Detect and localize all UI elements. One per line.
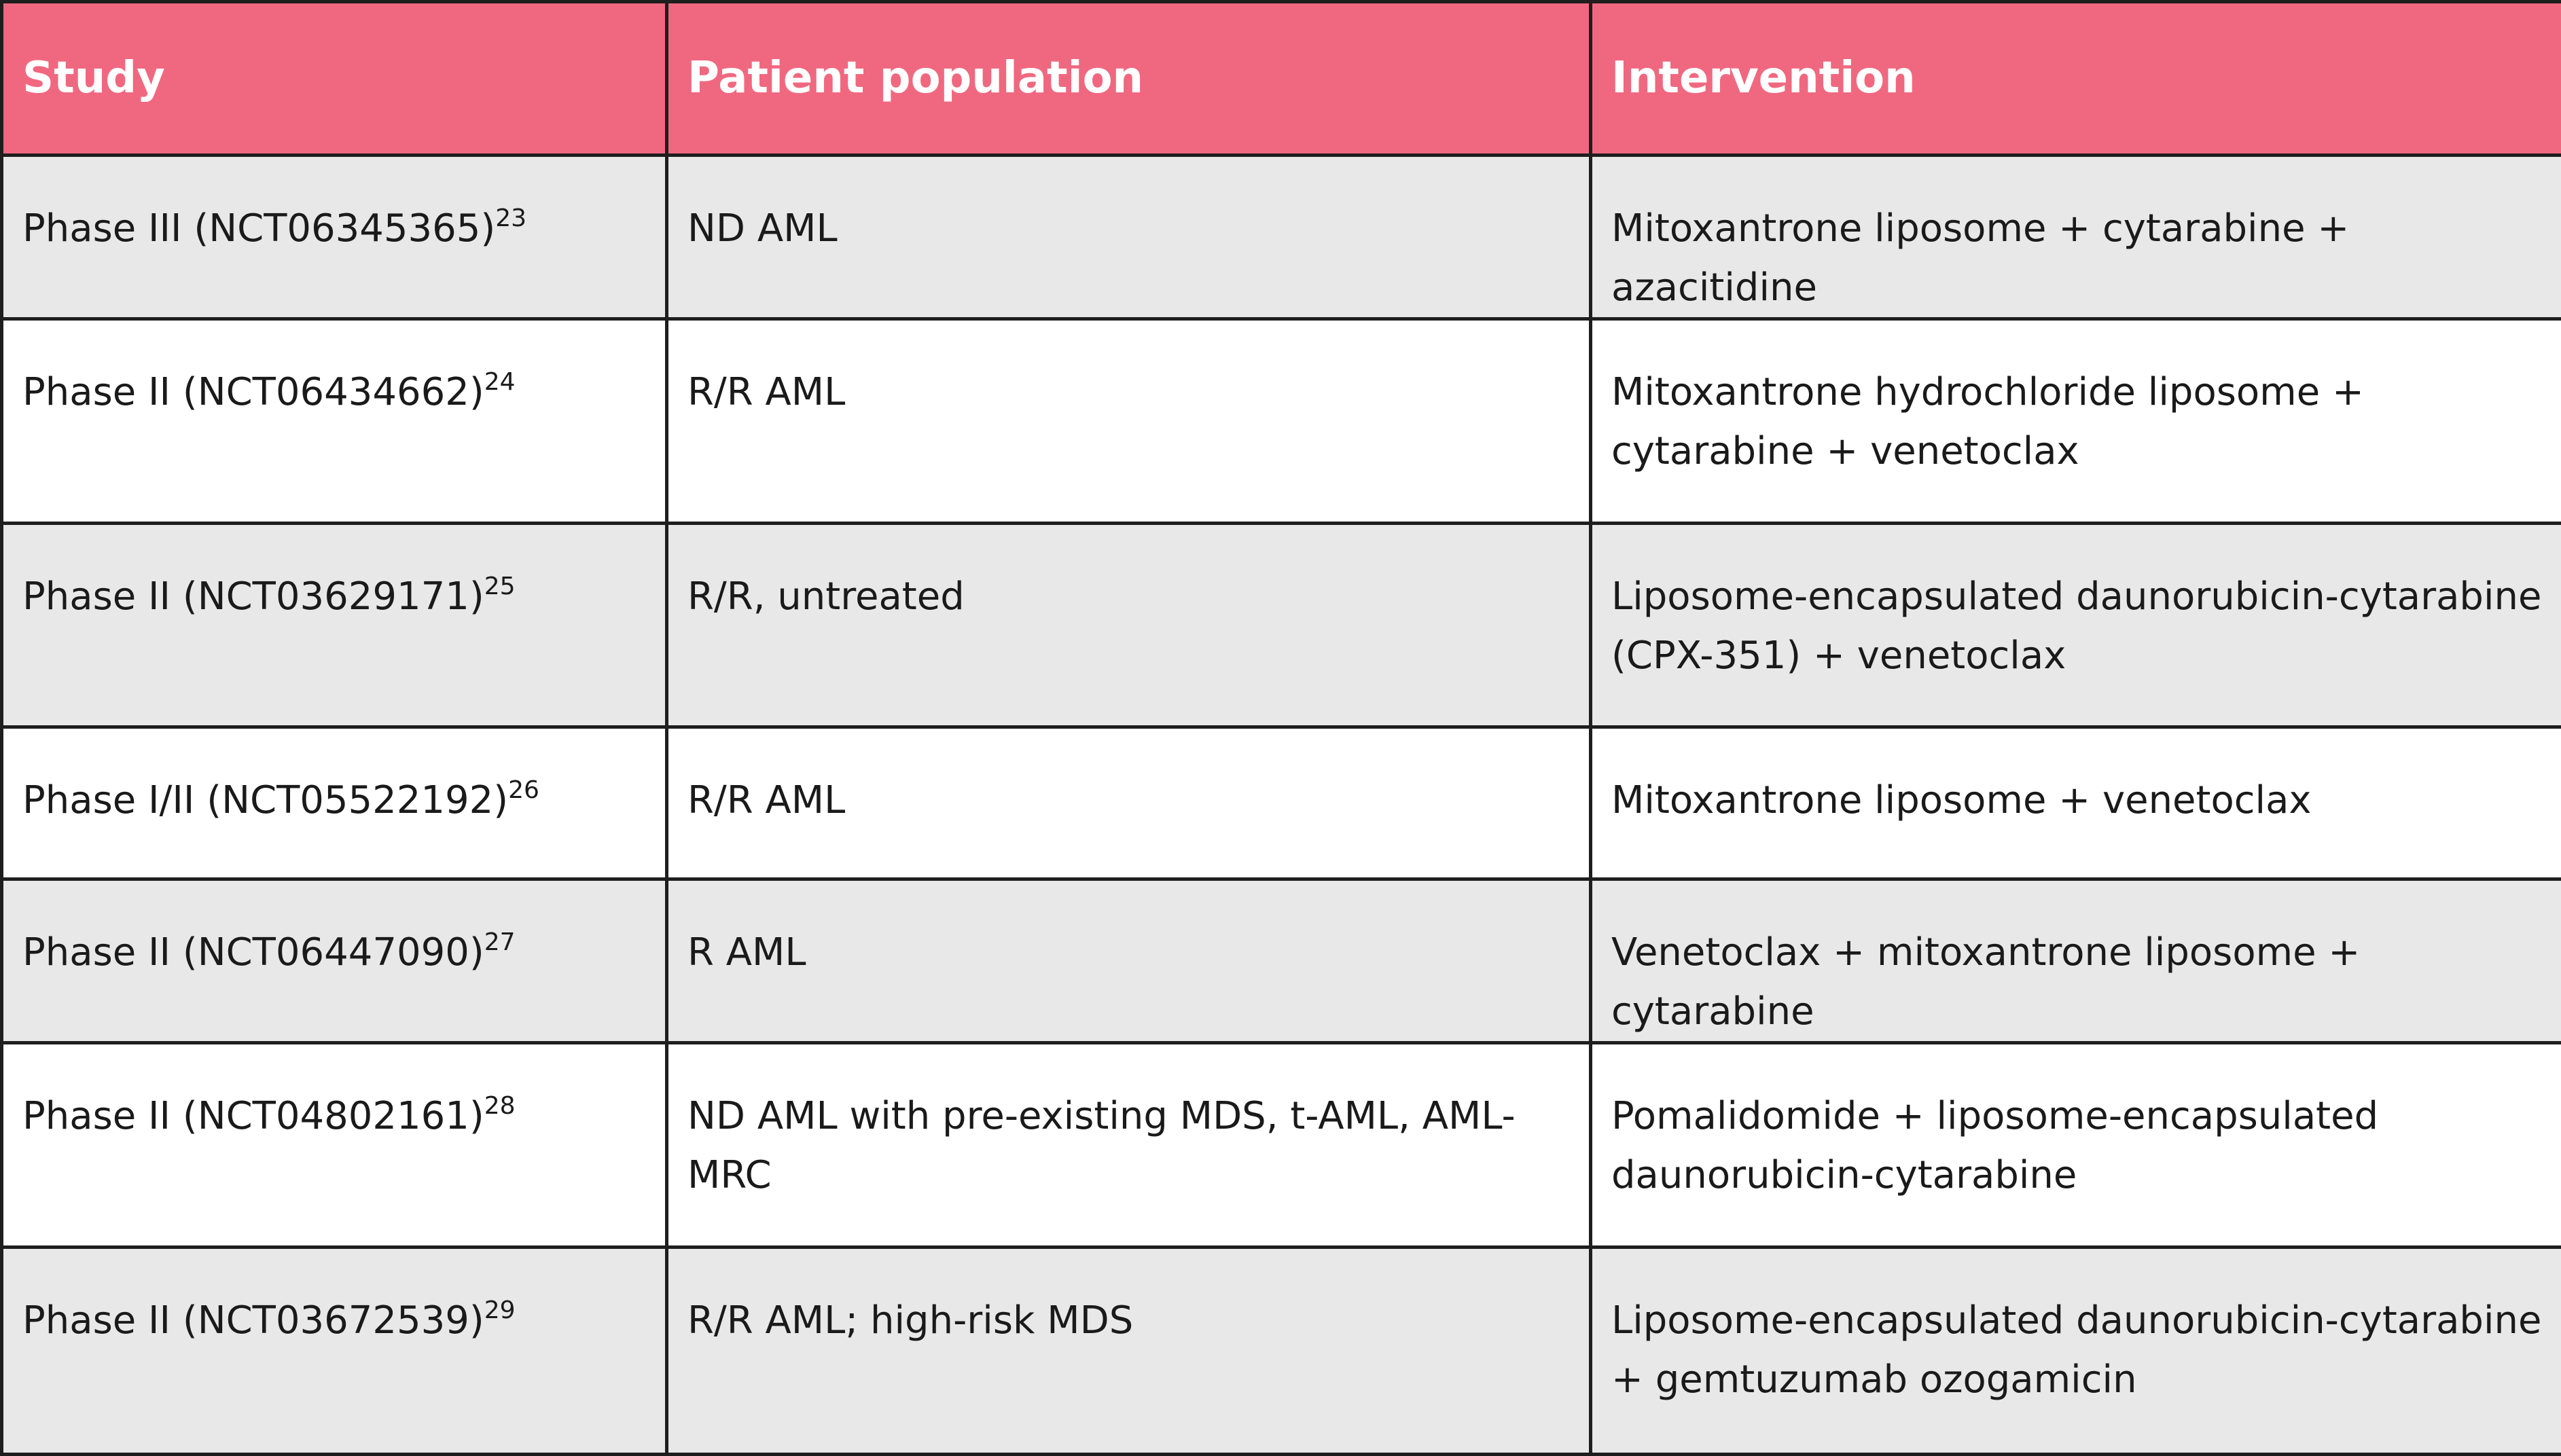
study-cell: Phase I/II (NCT05522192)26 — [2, 727, 667, 879]
study-cell: Phase II (NCT03672539)29 — [2, 1248, 667, 1455]
study-name: Phase I/II (NCT05522192) — [22, 778, 508, 822]
population-cell: R/R AML — [667, 319, 1591, 524]
header-cell: Intervention — [1591, 2, 2561, 156]
study-cell: Phase III (NCT06345365)23 — [2, 156, 667, 319]
study-name: Phase II (NCT03629171) — [22, 575, 484, 619]
study-cell: Phase II (NCT06447090)27 — [2, 879, 667, 1043]
study-name: Phase II (NCT03672539) — [22, 1298, 484, 1343]
population-cell: R/R AML — [667, 727, 1591, 879]
intervention-cell: Liposome-encapsulated daunorubicin-cytar… — [1591, 1248, 2561, 1455]
reference: 29 — [484, 1296, 516, 1324]
population-cell: R/R, untreated — [667, 524, 1591, 727]
intervention-cell: Mitoxantrone hydrochloride liposome + cy… — [1591, 319, 2561, 524]
reference: 25 — [484, 572, 516, 600]
reference: 26 — [508, 776, 539, 804]
reference: 23 — [495, 204, 526, 232]
population-cell: ND AML with pre-existing MDS, t-AML, AML… — [667, 1043, 1591, 1248]
study-name: Phase II (NCT04802161) — [22, 1094, 484, 1138]
study-cell: Phase II (NCT04802161)28 — [2, 1043, 667, 1248]
reference: 27 — [484, 928, 516, 956]
intervention-cell: Venetoclax + mitoxantrone liposome + cyt… — [1591, 879, 2561, 1043]
intervention-cell: Mitoxantrone liposome + cytarabine + aza… — [1591, 156, 2561, 319]
intervention-cell: Pomalidomide + liposome-encapsulated dau… — [1591, 1043, 2561, 1248]
study-name: Phase II (NCT06447090) — [22, 930, 484, 975]
study-cell: Phase II (NCT03629171)25 — [2, 524, 667, 727]
study-name: Phase II (NCT06434662) — [22, 370, 484, 414]
intervention-cell: Mitoxantrone liposome + venetoclax — [1591, 727, 2561, 879]
header-cell: Patient population — [667, 2, 1591, 156]
study-name: Phase III (NCT06345365) — [22, 206, 495, 251]
population-cell: R AML — [667, 879, 1591, 1043]
population-cell: ND AML — [667, 156, 1591, 319]
reference: 28 — [484, 1092, 516, 1120]
intervention-cell: Liposome-encapsulated daunorubicin-cytar… — [1591, 524, 2561, 727]
reference: 24 — [484, 368, 516, 396]
study-cell: Phase II (NCT06434662)24 — [2, 319, 667, 524]
header-cell: Study — [2, 2, 667, 156]
population-cell: R/R AML; high-risk MDS — [667, 1248, 1591, 1455]
